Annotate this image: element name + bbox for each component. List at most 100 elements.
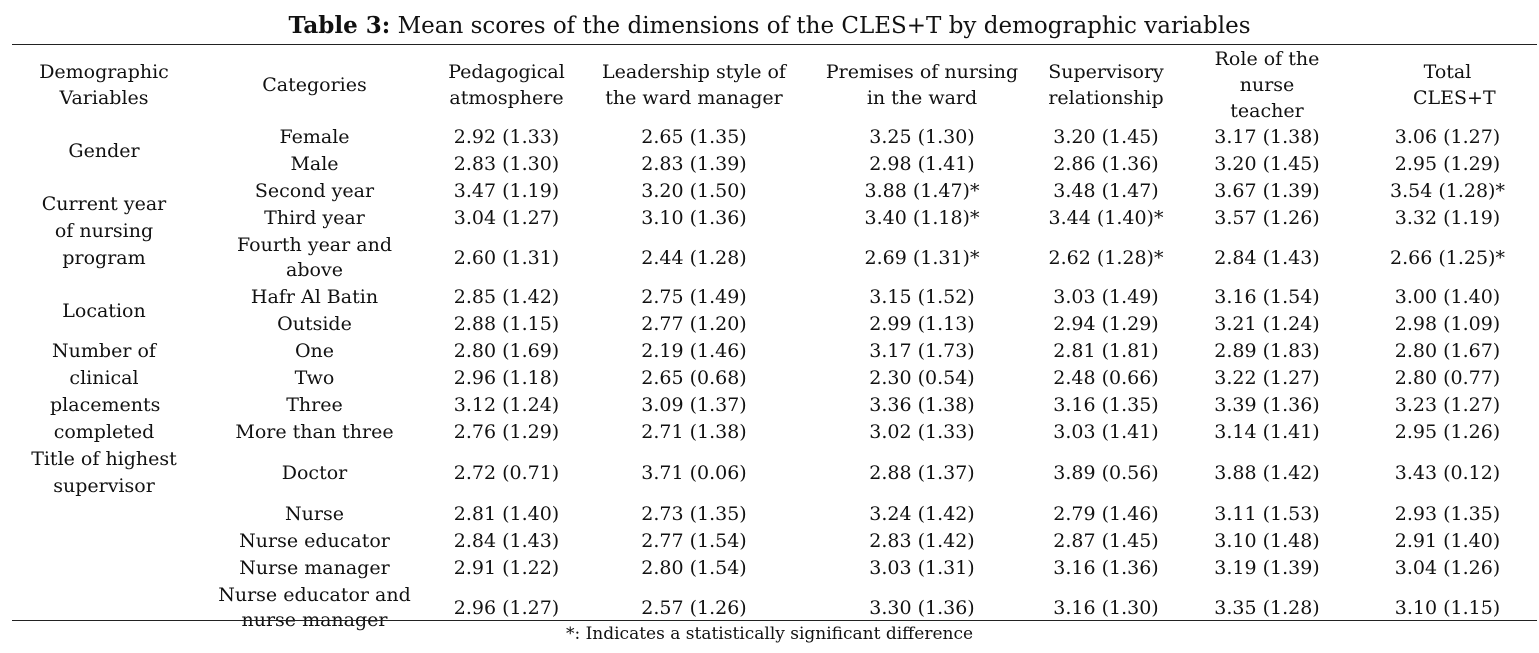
cell-pedagogical: 2.60 (1.31) [453,246,560,269]
cell-leadership: 2.65 (0.68) [641,367,747,389]
table-row: Location Hafr Al Batin 2.85 (1.42) 2.75 … [12,284,1537,322]
cell-supervisory: 3.89 (0.56) [1053,462,1159,484]
cell-premises: 2.98 (1.41) [869,153,975,175]
cell-premises: 3.03 (1.31) [869,557,975,579]
cell-premises: 3.02 (1.33) [869,421,975,443]
header-leadership-style: Leadership style of the ward manager [602,61,786,109]
cell-total: 3.04 (1.26) [1394,557,1501,579]
cell-leadership: 3.10 (1.36) [641,207,747,229]
table-row: Nurse educator and nurse manager 2.96 (1… [12,582,1537,634]
cell-premises: 3.17 (1.73) [869,340,975,362]
cell-pedagogical: 3.12 (1.24) [453,394,560,416]
top-rule [12,44,1537,45]
cell-pedagogical: 2.76 (1.29) [453,421,560,443]
row-category: Third year [264,207,365,229]
cell-leadership: 2.77 (1.20) [641,313,747,335]
cell-premises: 2.99 (1.13) [869,313,975,335]
cell-pedagogical: 2.85 (1.42) [453,286,560,308]
table-row: Gender Female 2.92 (1.33) 2.65 (1.35) 3.… [12,124,1537,162]
cell-total: 3.10 (1.15) [1394,596,1501,619]
table-row: Nurse educator 2.84 (1.43) 2.77 (1.54) 2… [12,528,1537,555]
table-caption: Table 3: Mean scores of the dimensions o… [0,12,1539,40]
empty-group-cell [12,555,196,582]
cell-leadership: 2.77 (1.54) [641,530,747,552]
cell-total: 2.80 (1.67) [1394,340,1501,362]
table-row: Third year 3.04 (1.27) 3.10 (1.36) 3.40 … [12,205,1537,232]
row-category: Outside [277,313,352,335]
table-row: Outside 2.88 (1.15) 2.77 (1.20) 2.99 (1.… [12,311,1537,338]
cell-total: 3.54 (1.28)* [1390,180,1505,202]
header-total-cles-t: Total CLES+T [1413,61,1496,109]
cell-leadership: 3.20 (1.50) [641,180,747,202]
row-category: Nurse [285,503,344,525]
cell-supervisory: 2.79 (1.46) [1053,503,1159,525]
header-categories: Categories [262,74,367,96]
cell-role: 3.21 (1.24) [1214,313,1320,335]
cell-total: 3.43 (0.12) [1394,462,1501,484]
cell-supervisory: 3.20 (1.45) [1053,126,1159,148]
group-clinical-placements: Number of clinical placements completed [50,340,161,443]
cell-supervisory: 2.81 (1.81) [1053,340,1159,362]
row-category: Three [286,394,343,416]
header-premises-of-nursing: Premises of nursing in the ward [825,61,1019,109]
cell-leadership: 2.71 (1.38) [641,421,747,443]
row-category: Female [279,126,350,148]
group-location: Location [62,299,146,322]
cell-pedagogical: 2.92 (1.33) [453,126,560,148]
cell-leadership: 2.65 (1.35) [641,126,747,148]
row-category: Fourth year and above [237,234,392,281]
cell-leadership: 2.57 (1.26) [641,596,747,619]
table-row: Nurse manager 2.91 (1.22) 2.80 (1.54) 3.… [12,555,1537,582]
cell-pedagogical: 2.80 (1.69) [453,340,560,362]
cell-total: 2.91 (1.40) [1394,530,1501,552]
cell-supervisory: 3.16 (1.35) [1053,394,1159,416]
row-category: Second year [254,180,375,202]
cell-leadership: 3.71 (0.06) [641,462,747,484]
cell-premises: 2.69 (1.31)* [864,246,980,269]
header-pedagogical-atmosphere: Pedagogical atmosphere [448,61,565,109]
footnote: *: Indicates a statistically significant… [565,624,974,644]
table-caption-text: Mean scores of the dimensions of the CLE… [390,13,1251,39]
cell-supervisory: 3.44 (1.40)* [1048,207,1164,229]
table-row: Fourth year and above 2.60 (1.31) 2.44 (… [12,232,1537,284]
empty-group-cell [12,501,196,528]
empty-group-cell [12,528,196,555]
row-category: Doctor [281,462,348,484]
cell-pedagogical: 2.83 (1.30) [453,153,560,175]
group-gender: Gender [68,139,140,162]
cell-pedagogical: 2.96 (1.18) [453,367,560,389]
cell-pedagogical: 2.84 (1.43) [453,530,560,552]
row-category: Nurse manager [239,557,390,579]
table-row: Male 2.83 (1.30) 2.83 (1.39) 2.98 (1.41)… [12,151,1537,178]
cell-leadership: 2.75 (1.49) [641,286,747,308]
cell-supervisory: 3.03 (1.49) [1053,286,1159,308]
row-category: Male [290,153,339,175]
cell-pedagogical: 2.88 (1.15) [453,313,560,335]
cell-role: 3.16 (1.54) [1214,286,1320,308]
cell-role: 3.22 (1.27) [1214,367,1320,389]
cell-leadership: 2.80 (1.54) [641,557,747,579]
cell-premises: 3.30 (1.36) [869,596,975,619]
cell-role: 3.17 (1.38) [1214,126,1320,148]
cell-supervisory: 2.87 (1.45) [1053,530,1159,552]
cell-total: 2.98 (1.09) [1394,313,1501,335]
cell-total: 2.95 (1.26) [1394,421,1501,443]
cell-total: 3.00 (1.40) [1394,286,1501,308]
cell-premises: 2.88 (1.37) [869,462,975,484]
cell-supervisory: 2.94 (1.29) [1053,313,1159,335]
cell-supervisory: 2.86 (1.36) [1053,153,1159,175]
cell-role: 3.19 (1.39) [1214,557,1320,579]
row-category: More than three [235,421,394,443]
cell-role: 3.88 (1.42) [1214,462,1320,484]
group-highest-supervisor: Title of highest supervisor [31,448,177,497]
cell-supervisory: 2.48 (0.66) [1053,367,1159,389]
cell-total: 2.95 (1.29) [1394,153,1501,175]
cell-total: 3.32 (1.19) [1394,207,1501,229]
cell-premises: 2.30 (0.54) [869,367,975,389]
row-category: One [294,340,335,362]
row-category: Nurse educator [239,530,390,552]
cell-role: 3.10 (1.48) [1214,530,1320,552]
cell-premises: 3.25 (1.30) [869,126,975,148]
group-current-year: Current year of nursing program [41,192,167,269]
cell-pedagogical: 3.04 (1.27) [453,207,560,229]
